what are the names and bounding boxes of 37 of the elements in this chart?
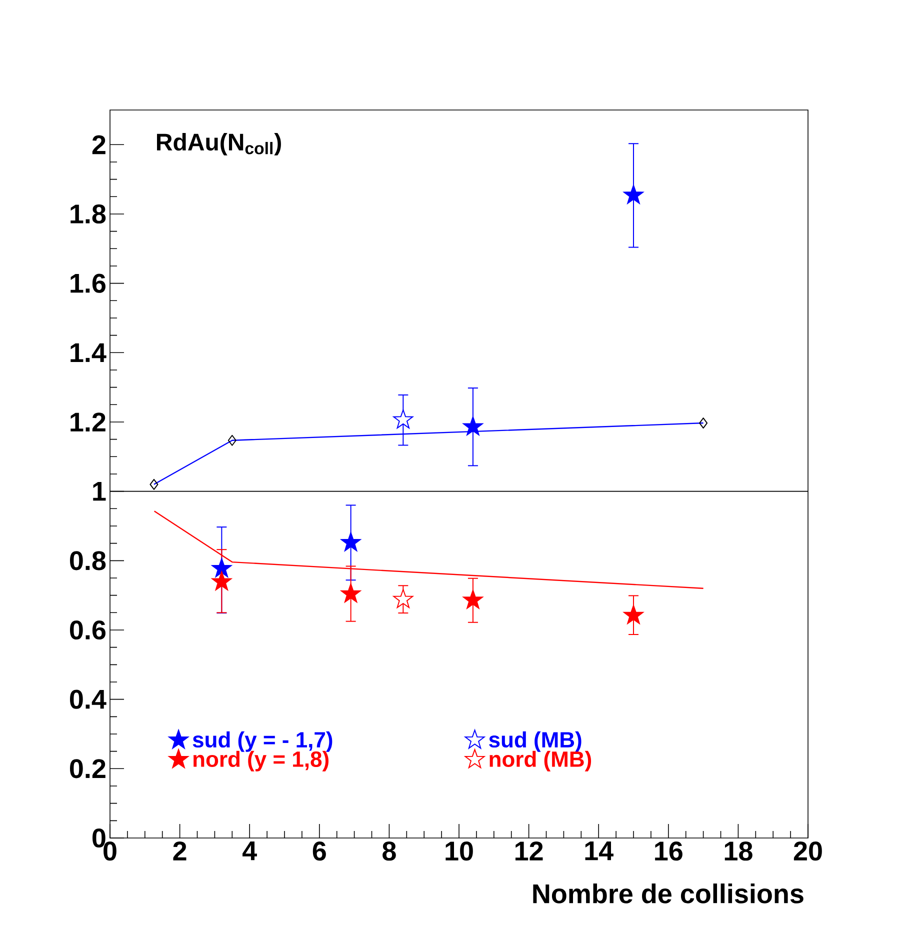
x-tick-label: 20 (794, 842, 822, 861)
y-tick-label: 1.6 (70, 274, 106, 293)
point (623, 604, 644, 624)
point (340, 583, 361, 603)
y-tick-label: 0 (92, 828, 106, 848)
point (462, 590, 483, 609)
x-tick-label: 2 (173, 842, 186, 860)
legend-label: nord (y = 1,8) (194, 750, 328, 772)
point (462, 416, 483, 436)
y-tick-label: 0.8 (70, 551, 106, 570)
x-tick-label: 4 (242, 842, 257, 860)
y-tick-label: 2 (92, 135, 106, 154)
x-tick-label: 8 (382, 842, 396, 861)
y-tick-label: 1.4 (70, 343, 106, 362)
x-tick-label: 16 (655, 842, 682, 861)
x-tick-label: 10 (446, 842, 473, 861)
point (212, 558, 232, 578)
y-tick-label: 1.8 (70, 204, 106, 224)
y-tick-label: 0.2 (70, 759, 106, 778)
y-tick-label: 1.2 (70, 412, 106, 432)
x-tick-label: 12 (515, 842, 543, 860)
legend-label: nord (MB) (490, 750, 592, 772)
point (393, 588, 414, 608)
point (393, 409, 414, 429)
x-tick-label: 18 (724, 842, 752, 861)
x-tick-label: 6 (312, 842, 326, 861)
point (212, 571, 232, 590)
point (623, 184, 644, 204)
point (340, 532, 361, 552)
x-axis-title: Nombre de collisions (533, 884, 804, 904)
y-tick-label: 0.6 (70, 620, 106, 640)
legend-label: sud (y = - 1,7) (192, 731, 332, 752)
x-tick-label: 14 (585, 842, 614, 860)
text: RdAu(N$_{coll}$) (157, 133, 281, 156)
y-tick-label: 0.4 (70, 690, 106, 709)
y-tick-label: 1 (93, 482, 106, 501)
legend-label: sud (MB) (489, 731, 582, 752)
